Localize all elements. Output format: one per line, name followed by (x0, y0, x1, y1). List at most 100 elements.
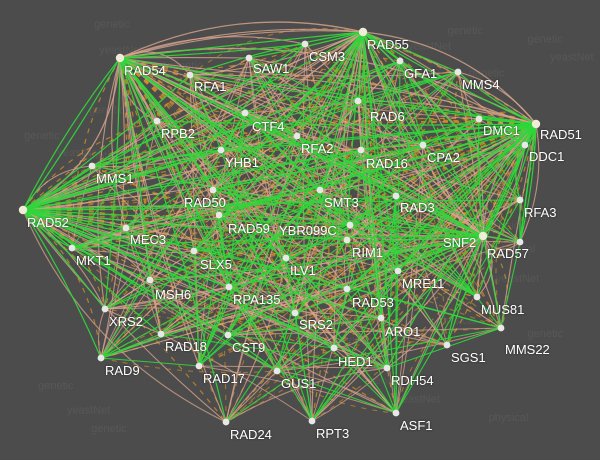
graph-node-rpa135[interactable] (225, 283, 233, 291)
node-label-rpa135[interactable]: RPA135 (233, 292, 281, 307)
node-label-rad50[interactable]: RAD50 (184, 195, 226, 210)
graph-node-rad50[interactable] (209, 186, 217, 194)
node-label-rad55[interactable]: RAD55 (367, 37, 409, 52)
graph-node-xrs2[interactable] (101, 305, 109, 313)
node-label-rim1[interactable]: RIM1 (352, 245, 384, 260)
graph-node-cpa2[interactable] (419, 141, 427, 149)
node-label-dmc1[interactable]: DMC1 (483, 123, 520, 138)
graph-node-rad24[interactable] (222, 418, 230, 426)
graph-node-saw1[interactable] (245, 54, 253, 62)
graph-node-rad53[interactable] (343, 285, 351, 293)
node-label-cpa2[interactable]: CPA2 (427, 150, 460, 165)
node-label-rad18[interactable]: RAD18 (165, 339, 207, 354)
node-label-cst9[interactable]: CST9 (232, 340, 266, 355)
node-label-asf1[interactable]: ASF1 (400, 418, 433, 433)
graph-node-mre11[interactable] (394, 267, 402, 275)
graph-node-rfa2[interactable] (293, 132, 301, 140)
node-label-msh6[interactable]: MSH6 (155, 287, 192, 302)
node-label-xrs2[interactable]: XRS2 (109, 314, 143, 329)
graph-node-yhb1[interactable] (217, 146, 225, 154)
node-label-rfa1[interactable]: RFA1 (194, 79, 227, 94)
graph-node-mms4[interactable] (454, 68, 462, 76)
node-label-rad52[interactable]: RAD52 (27, 215, 69, 230)
graph-node-rpt3[interactable] (308, 417, 316, 425)
graph-node-mus81[interactable] (473, 293, 481, 301)
graph-node-mms1[interactable] (88, 162, 96, 170)
graph-node-rad17[interactable] (195, 362, 203, 370)
node-label-ybr099c[interactable]: YBR099C (279, 223, 337, 238)
graph-node-ilv1[interactable] (282, 254, 290, 262)
graph-node-rfa3[interactable] (516, 196, 524, 204)
graph-node-rad51[interactable] (531, 119, 541, 129)
node-label-rad24[interactable]: RAD24 (230, 427, 272, 442)
graph-node-rad18[interactable] (157, 330, 165, 338)
graph-node-rad55[interactable] (358, 27, 368, 37)
graph-node-ddc1[interactable] (521, 141, 529, 149)
graph-node-mkt1[interactable] (68, 244, 76, 252)
node-label-ctf4[interactable]: CTF4 (252, 119, 285, 134)
node-label-rad16[interactable]: RAD16 (366, 156, 408, 171)
graph-node-rad16[interactable] (357, 146, 365, 154)
graph-node-gus1[interactable] (273, 367, 281, 375)
graph-node-msh6[interactable] (146, 276, 154, 284)
node-label-hed1[interactable]: HED1 (338, 354, 373, 369)
graph-node-rad59[interactable] (215, 211, 223, 219)
node-label-slx5[interactable]: SLX5 (200, 257, 232, 272)
graph-node-ctf4[interactable] (241, 109, 249, 117)
graph-node-dmc1[interactable] (475, 115, 483, 123)
graph-node-rad54[interactable] (115, 53, 125, 63)
node-label-rad9[interactable]: RAD9 (105, 363, 140, 378)
node-label-rad3[interactable]: RAD3 (400, 200, 435, 215)
node-label-mec3[interactable]: MEC3 (130, 232, 167, 247)
graph-node-aro1[interactable] (377, 314, 385, 322)
node-label-snf2[interactable]: SNF2 (443, 235, 477, 250)
node-label-rad6[interactable]: RAD6 (370, 109, 405, 124)
graph-node-snf2[interactable] (478, 231, 488, 241)
graph-node-mms22[interactable] (497, 324, 505, 332)
graph-node-rad9[interactable] (97, 354, 105, 362)
graph-node-cst9[interactable] (224, 331, 232, 339)
node-label-ilv1[interactable]: ILV1 (290, 263, 316, 278)
graph-node-asf1[interactable] (392, 409, 400, 417)
node-label-saw1[interactable]: SAW1 (253, 61, 290, 76)
node-label-smt3[interactable]: SMT3 (324, 195, 359, 210)
node-label-yhb1[interactable]: YHB1 (225, 155, 259, 170)
graph-node-sgs1[interactable] (443, 341, 451, 349)
graph-node-rpb2[interactable] (153, 117, 161, 125)
graph-node-rad3[interactable] (392, 192, 400, 200)
node-label-ddc1[interactable]: DDC1 (529, 149, 565, 164)
node-label-rpt3[interactable]: RPT3 (316, 426, 350, 441)
node-label-mms22[interactable]: MMS22 (505, 342, 550, 357)
graph-node-rfa1[interactable] (186, 71, 194, 79)
node-label-rad51[interactable]: RAD51 (540, 127, 582, 142)
node-label-rad57[interactable]: RAD57 (487, 246, 529, 261)
graph-node-rad57[interactable] (516, 238, 524, 246)
graph-node-smt3[interactable] (316, 186, 324, 194)
graph-node-csm3[interactable] (301, 40, 309, 48)
node-label-gfa1[interactable]: GFA1 (404, 66, 438, 81)
node-label-rad59[interactable]: RAD59 (228, 221, 270, 236)
node-label-mre11[interactable]: MRE11 (402, 276, 445, 291)
node-label-mkt1[interactable]: MKT1 (76, 253, 111, 268)
node-label-rfa3[interactable]: RFA3 (524, 205, 557, 220)
graph-node-mec3[interactable] (122, 224, 130, 232)
node-label-mms1[interactable]: MMS1 (96, 171, 134, 186)
node-label-sgs1[interactable]: SGS1 (451, 350, 486, 365)
graph-node-rad52[interactable] (18, 205, 28, 215)
node-label-mms4[interactable]: MMS4 (462, 77, 500, 92)
graph-node-rad6[interactable] (354, 97, 362, 105)
graph-node-hed1[interactable] (330, 344, 338, 352)
graph-node-gfa1[interactable] (396, 57, 404, 65)
node-label-gus1[interactable]: GUS1 (281, 376, 317, 391)
node-label-rdh54[interactable]: RDH54 (391, 373, 434, 388)
graph-node-slx5[interactable] (190, 247, 198, 255)
node-label-rfa2[interactable]: RFA2 (301, 141, 334, 156)
node-label-rad54[interactable]: RAD54 (124, 63, 166, 78)
node-label-rad53[interactable]: RAD53 (352, 295, 394, 310)
node-label-mus81[interactable]: MUS81 (481, 302, 525, 317)
node-label-aro1[interactable]: ARO1 (385, 324, 421, 339)
node-label-rpb2[interactable]: RPB2 (161, 126, 195, 141)
graph-node-ybr099c[interactable] (346, 221, 354, 229)
node-label-csm3[interactable]: CSM3 (309, 49, 346, 64)
